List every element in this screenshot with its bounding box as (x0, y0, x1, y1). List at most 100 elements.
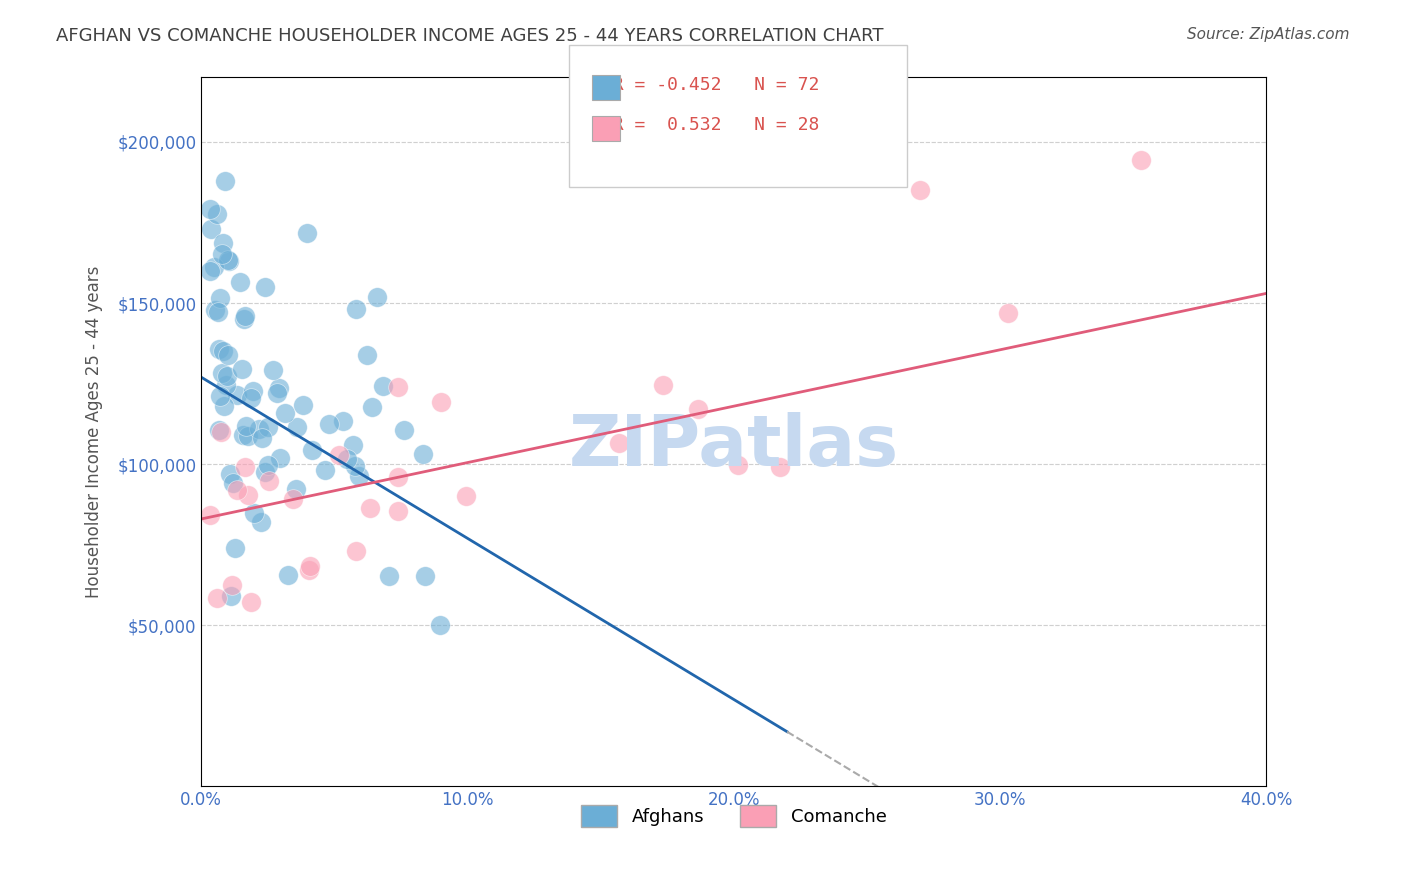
Point (297, 563, 319, 577)
Point (202, 260, 225, 275)
Point (208, 389, 231, 403)
Text: ZIPatlas: ZIPatlas (568, 411, 898, 481)
Point (394, 423, 416, 437)
Point (214, 174, 236, 188)
Text: Source: ZipAtlas.com: Source: ZipAtlas.com (1187, 27, 1350, 42)
Point (209, 425, 232, 439)
Point (373, 378, 395, 392)
Point (232, 427, 254, 442)
Point (273, 406, 295, 420)
Point (291, 398, 314, 412)
Point (221, 578, 243, 592)
Point (233, 309, 256, 323)
Point (211, 247, 233, 261)
Point (359, 501, 381, 516)
Point (207, 304, 229, 318)
Point (413, 569, 436, 583)
Point (347, 468, 370, 483)
Point (997, 306, 1019, 320)
Point (277, 567, 299, 582)
Point (430, 395, 453, 409)
Point (366, 290, 388, 304)
Text: AFGHAN VS COMANCHE HOUSEHOLDER INCOME AGES 25 - 44 YEARS CORRELATION CHART: AFGHAN VS COMANCHE HOUSEHOLDER INCOME AG… (56, 27, 884, 45)
Point (356, 348, 378, 362)
Point (387, 380, 409, 394)
Point (284, 483, 307, 497)
Point (281, 491, 304, 506)
Point (257, 458, 280, 472)
Point (1129, 153, 1152, 167)
Point (250, 515, 273, 529)
Point (198, 508, 221, 523)
Point (361, 401, 384, 415)
Point (412, 447, 434, 461)
Point (235, 419, 257, 434)
Point (285, 420, 308, 434)
Point (266, 385, 288, 400)
Point (242, 384, 264, 399)
Point (219, 590, 242, 604)
Point (233, 459, 256, 474)
Point (387, 504, 409, 518)
Point (299, 558, 322, 573)
Point (205, 207, 228, 221)
Point (328, 449, 350, 463)
Point (200, 222, 222, 236)
Point (212, 399, 235, 413)
Point (908, 183, 931, 197)
Point (240, 391, 263, 405)
Point (318, 417, 340, 431)
Point (232, 312, 254, 326)
Point (609, 435, 631, 450)
Point (387, 470, 409, 484)
Point (222, 476, 245, 491)
Point (225, 388, 247, 402)
Point (686, 401, 709, 416)
Point (226, 483, 249, 498)
Point (254, 465, 277, 479)
Point (314, 463, 336, 477)
Point (727, 458, 749, 472)
Point (247, 422, 270, 436)
Point (332, 414, 354, 428)
Point (215, 368, 238, 383)
Point (239, 595, 262, 609)
Point (211, 344, 233, 359)
Point (217, 348, 239, 362)
Point (198, 264, 221, 278)
Point (215, 378, 238, 392)
Point (295, 226, 318, 240)
Legend: Afghans, Comanche: Afghans, Comanche (574, 797, 894, 834)
Point (378, 568, 401, 582)
Point (429, 618, 451, 632)
Point (211, 366, 233, 380)
Point (219, 467, 242, 482)
Point (198, 202, 221, 216)
Y-axis label: Householder Income Ages 25 - 44 years: Householder Income Ages 25 - 44 years (86, 266, 103, 599)
Point (344, 302, 367, 317)
Point (205, 591, 228, 605)
Point (250, 431, 273, 445)
Point (253, 280, 276, 294)
Point (267, 381, 290, 395)
Point (343, 459, 366, 474)
Point (218, 254, 240, 268)
Point (454, 489, 477, 503)
Text: R = -0.452   N = 72: R = -0.452 N = 72 (591, 76, 818, 94)
Point (652, 377, 675, 392)
Point (224, 541, 246, 556)
Point (344, 544, 367, 558)
Text: R =  0.532   N = 28: R = 0.532 N = 28 (591, 116, 818, 134)
Point (259, 474, 281, 488)
Point (769, 459, 792, 474)
Point (204, 303, 226, 318)
Point (229, 275, 252, 289)
Point (208, 424, 231, 438)
Point (212, 236, 235, 251)
Point (336, 451, 359, 466)
Point (236, 429, 259, 443)
Point (208, 343, 231, 357)
Point (342, 438, 364, 452)
Point (242, 506, 264, 520)
Point (217, 253, 239, 268)
